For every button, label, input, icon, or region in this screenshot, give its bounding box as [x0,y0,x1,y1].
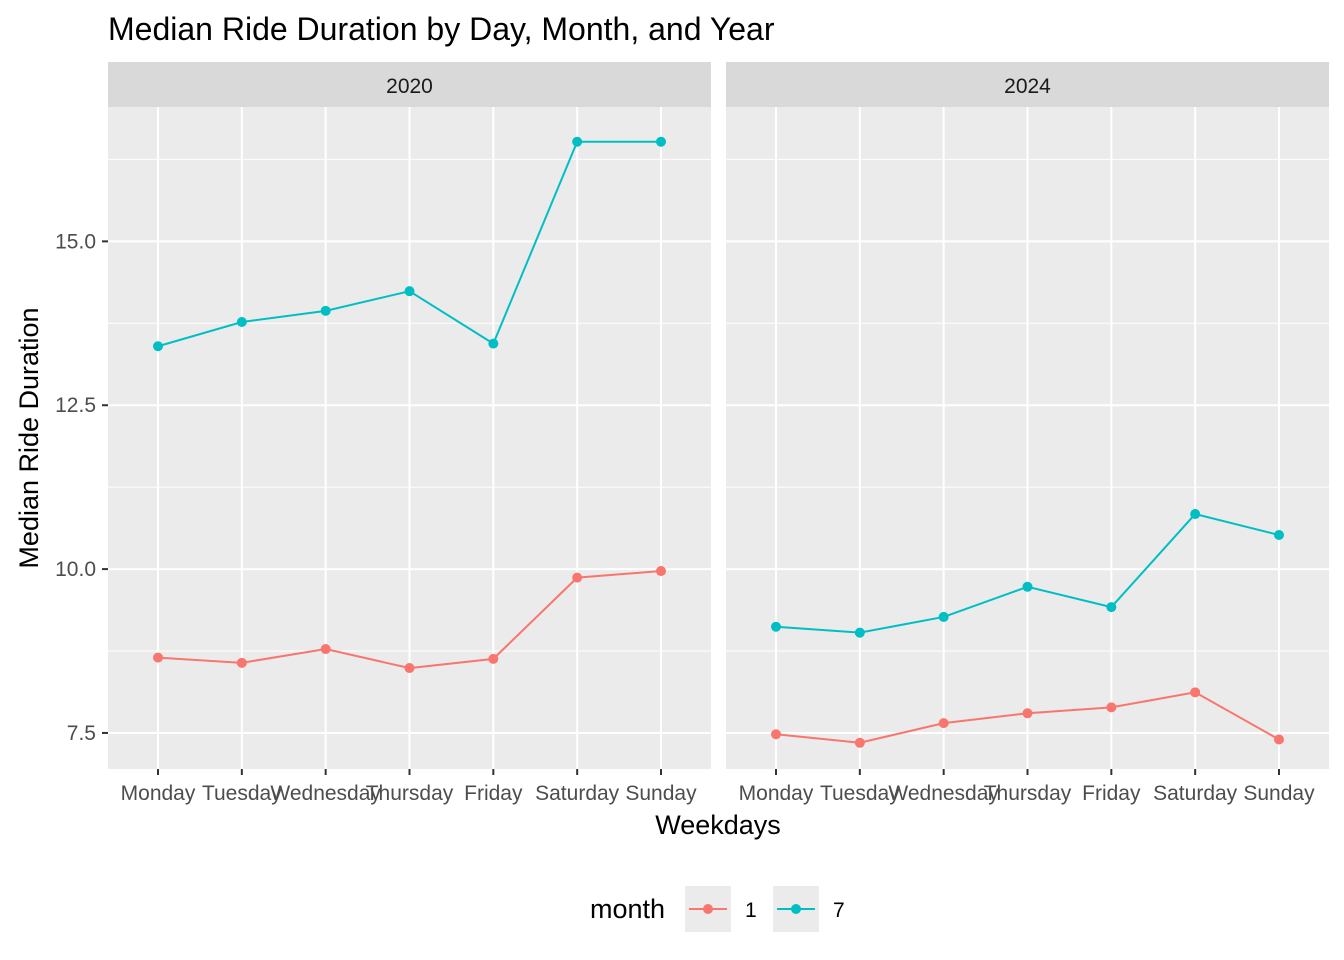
data-point [1190,687,1201,698]
data-point [771,729,781,740]
x-tick-label: Saturday [1153,782,1238,805]
x-tick-label: Thursday [984,782,1072,805]
data-point [1190,509,1201,520]
legend-title: month [590,894,665,924]
data-point [320,644,331,655]
facet-strip [108,62,711,107]
y-axis: 7.5 10.0 12.5 15.0 [55,230,108,745]
x-tick-label: Monday [739,782,814,805]
facet-strip-label: 2024 [1004,75,1051,98]
y-tick-label: 12.5 [55,394,96,417]
data-point [488,653,499,664]
y-tick-label: 10.0 [55,558,96,581]
data-point [656,566,666,577]
x-tick-label: Saturday [535,782,620,805]
data-point [771,621,781,632]
data-point [320,305,331,316]
x-tick-label: Friday [464,782,523,805]
legend-label: 1 [745,899,757,922]
legend-item-month-7: 7 [773,886,845,932]
x-axis-title: Weekdays [655,810,781,840]
data-point [236,657,247,668]
x-tick-label: Sunday [625,782,697,805]
data-point [153,652,163,663]
data-point [404,286,415,297]
x-tick-label: Wednesday [270,782,381,805]
data-point [938,718,949,729]
data-point [153,341,163,352]
data-point [854,737,865,748]
x-tick-label: Wednesday [888,782,999,805]
y-axis-title: Median Ride Duration [14,307,44,568]
x-tick-label: Tuesday [820,782,900,805]
legend-label: 7 [833,899,845,922]
legend: month 1 7 [590,886,845,932]
y-tick-label: 15.0 [55,230,96,253]
y-tick-label: 7.5 [67,722,96,745]
data-point [1106,602,1117,613]
data-point [854,627,865,638]
data-point [938,611,949,622]
facet-strip-label: 2020 [386,75,433,98]
legend-key-point [703,904,713,914]
data-point [1106,702,1117,713]
data-point [572,136,583,147]
legend-key-point [791,904,801,914]
data-point [1274,734,1284,745]
data-point [236,316,247,327]
x-tick-label: Friday [1082,782,1141,805]
x-tick-label: Sunday [1243,782,1315,805]
data-point [1022,581,1033,592]
data-point [488,338,499,349]
facet-strip [726,62,1329,107]
data-point [1274,530,1284,541]
x-tick-label: Thursday [366,782,454,805]
x-tick-label: Monday [121,782,196,805]
x-tick-label: Tuesday [202,782,282,805]
chart-title: Median Ride Duration by Day, Month, and … [108,11,775,47]
data-point [656,136,666,147]
data-point [572,572,583,583]
data-point [404,663,415,674]
data-point [1022,708,1033,719]
legend-item-month-1: 1 [685,886,757,932]
